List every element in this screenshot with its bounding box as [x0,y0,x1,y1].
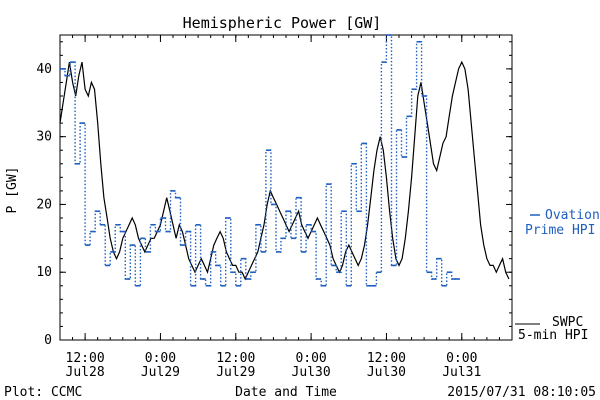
x-tick-label-date: Jul31 [442,365,481,380]
y-tick-label: 10 [36,265,52,280]
x-tick-label-time: 12:00 [66,351,105,366]
y-tick-label: 30 [36,130,52,145]
y-axis-label: P [GW] [5,167,20,214]
legend-ovation-label-2: Prime HPI [525,223,595,238]
x-axis-label: Date and Time [235,385,337,400]
series-layer [59,34,510,287]
y-tick-label: 20 [36,197,52,212]
x-tick-label-date: Jul29 [141,365,180,380]
y-tick-label: 0 [44,333,52,348]
legend-ovation-label-1: Ovation [545,208,600,223]
x-tick-label-date: Jul30 [292,365,331,380]
x-tick-label-date: Jul28 [66,365,105,380]
swpc-line [59,60,510,281]
footer-right: 2015/07/31 08:10:05 [447,385,596,400]
x-tick-label-time: 0:00 [295,351,326,366]
plot-frame [59,34,513,341]
plot-axes: 01020304012:00Jul280:00Jul2912:00Jul290:… [36,34,513,380]
x-tick-label-time: 12:00 [367,351,406,366]
series-ovation-prime-hpi [60,34,460,287]
x-tick-label-time: 0:00 [446,351,477,366]
legend-swpc-label-2: 5-min HPI [518,328,588,343]
x-tick-label-date: Jul29 [216,365,255,380]
x-tick-label-time: 0:00 [145,351,176,366]
y-tick-label: 40 [36,62,52,77]
series-swpc-hpi [59,60,510,281]
x-tick-label-time: 12:00 [216,351,255,366]
chart-title: Hemispheric Power [GW] [183,14,382,32]
legend-swpc-label-1: SWPC [552,315,583,330]
x-tick-label-date: Jul30 [367,365,406,380]
footer-left: Plot: CCMC [4,385,82,400]
